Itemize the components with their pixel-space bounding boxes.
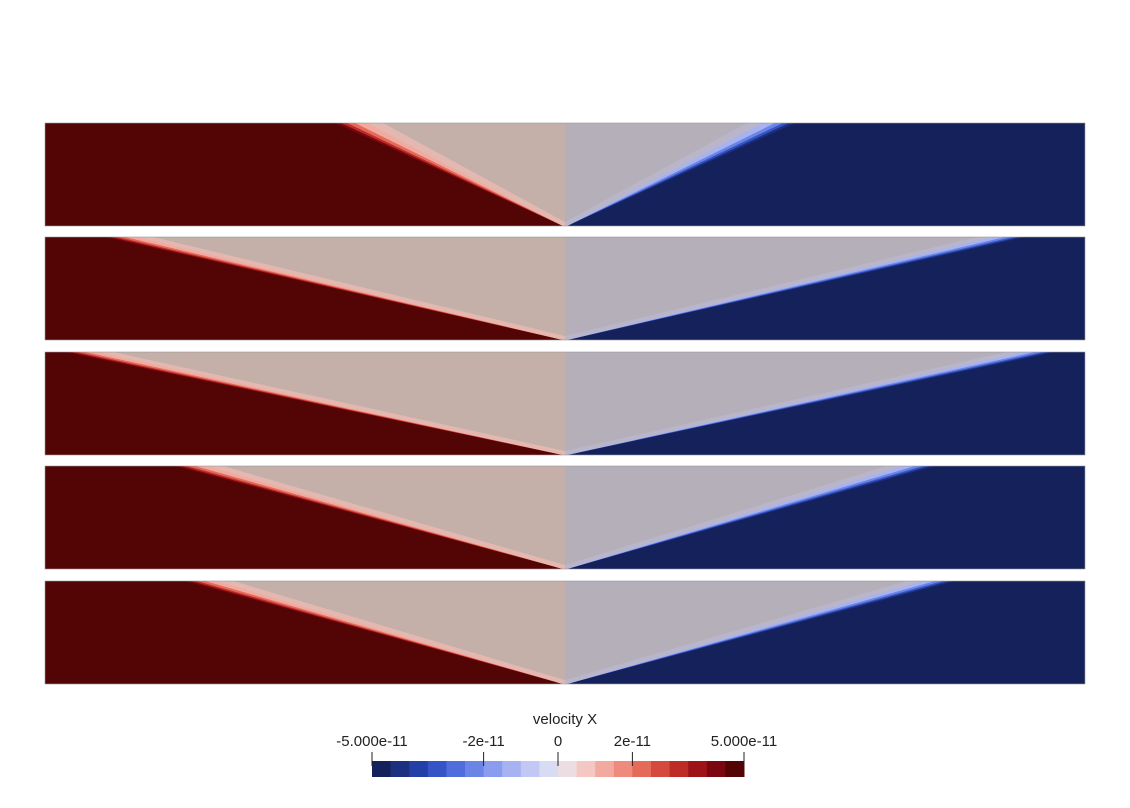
colorbar-segment (409, 761, 429, 777)
panel-frame (44, 122, 1086, 227)
colorbar-segment (539, 761, 559, 777)
colorbar-segment (390, 761, 410, 777)
near-zero-wedge-left (153, 237, 565, 336)
colorbar-segment (688, 761, 708, 777)
colorbar-segment (706, 761, 726, 777)
near-zero-wedge-left (113, 352, 565, 451)
colorbar-segment (465, 761, 485, 777)
colorbar-segment (558, 761, 578, 777)
velocity-panel-3 (44, 351, 1086, 456)
colorbar-tick-label: 0 (553, 733, 563, 750)
colorbar-segment (632, 761, 652, 777)
near-zero-wedge-right (565, 352, 1007, 451)
colorbar-segment (669, 761, 689, 777)
colorbar-segment (725, 761, 745, 777)
panel-frame (44, 465, 1086, 570)
velocity-panels (44, 122, 1086, 685)
colorbar-tick-label: -5.000e-11 (336, 733, 408, 750)
near-zero-wedge-left (223, 466, 565, 565)
velocity-panel-4 (44, 465, 1086, 570)
colorbar-segment (651, 761, 671, 777)
colorbar-tick-label: 5.000e-11 (710, 733, 778, 750)
colorbar-segment (576, 761, 596, 777)
velocity-panel-5 (44, 580, 1086, 685)
colorbar-segment (427, 761, 447, 777)
colorbar-title: velocity X (532, 711, 598, 728)
near-zero-wedge-right (565, 237, 977, 336)
near-zero-wedge-left (233, 581, 565, 680)
panel-frame (44, 236, 1086, 341)
colorbar-segment (613, 761, 633, 777)
colorbar-segment (595, 761, 615, 777)
panel-frame (44, 580, 1086, 685)
near-zero-wedge-right (565, 466, 887, 565)
panel-frame (44, 351, 1086, 456)
colorbar-tick-label: -2e-11 (462, 733, 505, 750)
colorbar-segment (483, 761, 503, 777)
velocity-panel-1 (44, 122, 1086, 227)
near-zero-wedge-right (565, 581, 907, 680)
colorbar-segment (446, 761, 466, 777)
near-zero-wedge-right (565, 123, 747, 222)
colorbar-segment (502, 761, 522, 777)
colorbar-tick-label: 2e-11 (613, 733, 652, 750)
near-zero-wedge-left (383, 123, 565, 222)
colorbar-segment (372, 761, 392, 777)
colorbar-segment (520, 761, 540, 777)
velocity-panel-2 (44, 236, 1086, 341)
colorbar (371, 752, 745, 777)
